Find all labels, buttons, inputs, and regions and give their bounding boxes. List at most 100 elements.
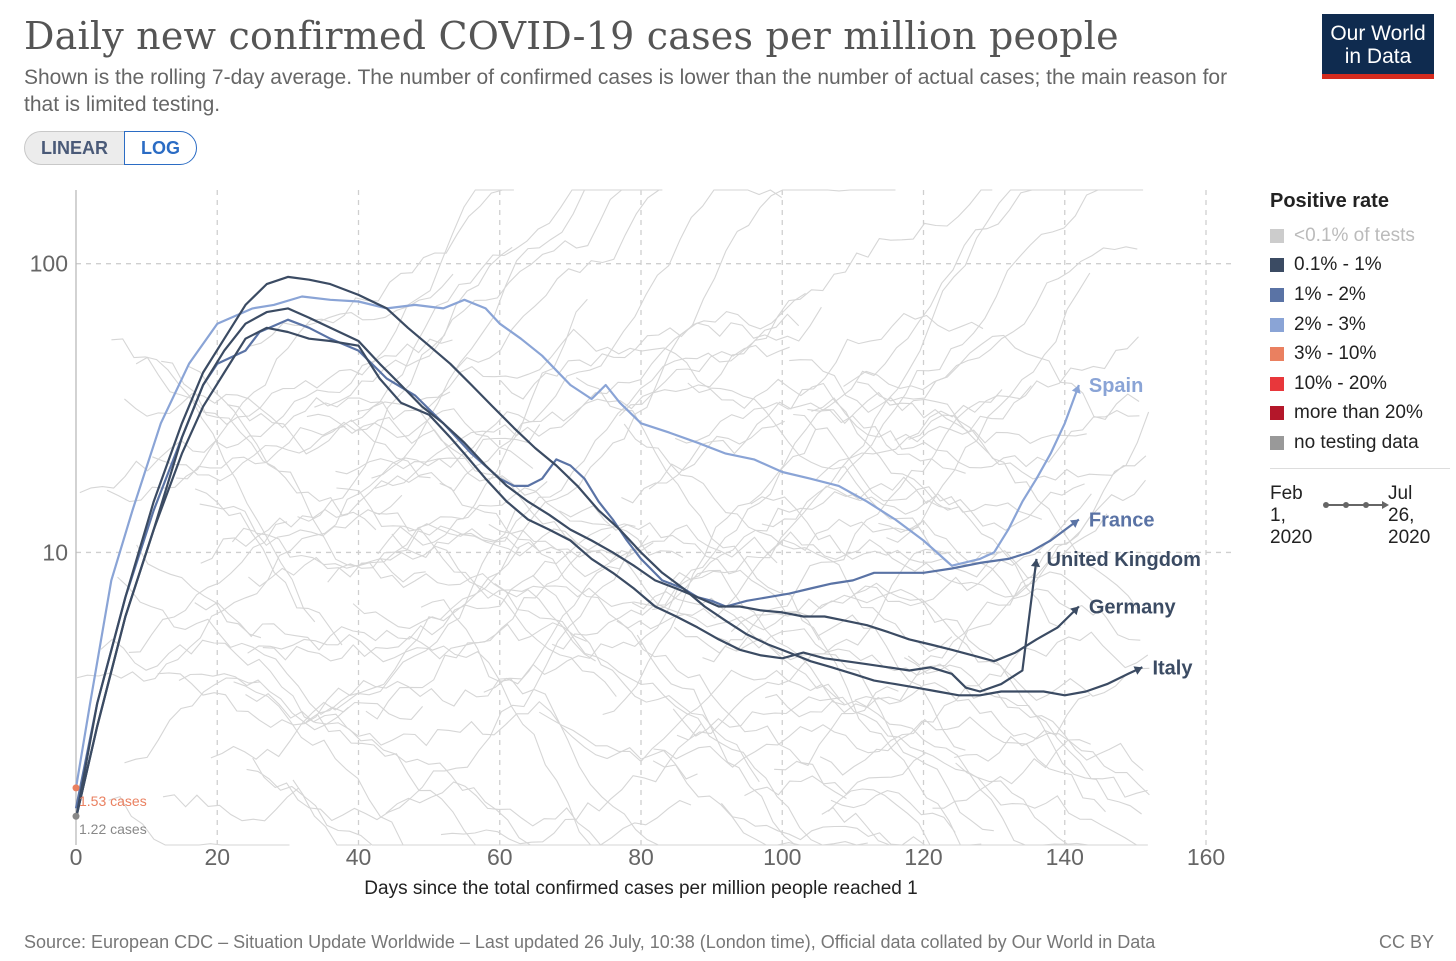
background-country-line — [226, 404, 431, 479]
background-country-line — [816, 385, 1032, 480]
background-country-line — [176, 425, 346, 480]
background-country-line — [843, 246, 1138, 391]
background-country-line — [674, 336, 1139, 444]
time-from-label: Feb 1, 2020 — [1270, 482, 1313, 548]
logo-line-1: Our World — [1330, 22, 1426, 45]
background-country-line — [108, 795, 290, 846]
x-tick-label: 40 — [346, 844, 372, 870]
series-line-france — [74, 318, 1080, 809]
legend-item[interactable]: 1% - 2% — [1270, 280, 1450, 310]
background-country-line — [335, 306, 822, 475]
x-tick-label: 80 — [628, 844, 654, 870]
chart-subtitle: Shown is the rolling 7-day average. The … — [24, 66, 1228, 116]
gridlines — [75, 190, 1232, 845]
x-axis-title: Days since the total confirmed cases per… — [364, 878, 918, 899]
background-country-line — [767, 513, 1108, 598]
background-country-line — [246, 768, 371, 846]
series-end-arrow — [1069, 519, 1079, 528]
background-country-line — [575, 377, 1029, 846]
background-country-line — [616, 493, 1092, 631]
x-tick-label: 100 — [763, 844, 801, 870]
background-country-line — [377, 480, 548, 555]
background-country-line — [157, 547, 520, 729]
background-country-line — [819, 631, 1149, 776]
background-country-line — [188, 366, 596, 662]
license-link[interactable]: CC BY — [1378, 932, 1434, 952]
background-country-line — [199, 503, 426, 583]
legend-item[interactable]: more than 20% — [1270, 399, 1450, 429]
background-country-line — [878, 520, 1105, 616]
y-tick-label: 100 — [30, 251, 68, 277]
background-country-line — [886, 272, 1091, 543]
background-country-line — [321, 416, 684, 558]
background-country-line — [653, 716, 1106, 813]
legend-title: Positive rate — [1270, 190, 1389, 212]
legend-swatch — [1270, 287, 1284, 302]
series-label: Spain — [1089, 375, 1143, 397]
background-country-line — [178, 673, 349, 731]
background-country-line — [106, 189, 514, 503]
background-country-line — [955, 762, 1148, 846]
background-country-line — [385, 781, 692, 846]
background-country-line — [715, 636, 840, 700]
series-line-spain — [74, 295, 1080, 789]
series-end-arrow — [1030, 558, 1041, 568]
background-country-line — [231, 494, 403, 547]
background-country-line — [350, 401, 612, 551]
axis-ticks: 0 20 40 60 80 100 120 140 160 10 100 — [30, 251, 1226, 870]
background-country-line — [135, 338, 453, 426]
legend-item[interactable]: 10% - 20% — [1270, 369, 1450, 399]
legend-label: 1% - 2% — [1294, 283, 1366, 305]
background-country-line — [789, 359, 1140, 613]
background-country-line — [128, 521, 288, 653]
background-country-line — [854, 411, 1150, 702]
background-country-line — [439, 482, 847, 799]
legend-item[interactable]: 0.1% - 1% — [1270, 251, 1450, 281]
start-point-marker — [72, 784, 80, 792]
legend-swatch — [1270, 376, 1284, 391]
background-country-line — [318, 429, 817, 714]
highlighted-series — [74, 275, 1143, 819]
legend-label: 0.1% - 1% — [1294, 254, 1382, 276]
legend: Positive rate <0.1% of tests 0.1% - 1% 1% … — [1270, 190, 1450, 548]
background-country-line — [807, 408, 966, 474]
legend-swatch — [1270, 435, 1284, 450]
legend-swatch — [1270, 347, 1284, 362]
x-tick-label: 0 — [70, 844, 83, 870]
time-to-label: Jul 26, 2020 — [1388, 482, 1431, 548]
background-country-line — [932, 739, 1091, 809]
background-country-line — [532, 485, 951, 608]
legend-swatch — [1270, 228, 1284, 243]
background-country-line — [488, 518, 919, 619]
series-label: United Kingdom — [1047, 549, 1201, 571]
linear-scale-button[interactable]: LINEAR — [24, 131, 124, 165]
x-tick-label: 120 — [904, 844, 942, 870]
legend-item[interactable]: <0.1% of tests — [1270, 221, 1450, 251]
x-tick-label: 20 — [204, 844, 230, 870]
owid-logo[interactable]: Our World in Data — [1322, 14, 1434, 79]
chart-title: Daily new confirmed COVID-19 cases per m… — [24, 14, 1119, 58]
series-end-arrow — [1133, 666, 1143, 675]
start-annotation: 1.53 cases — [79, 793, 147, 809]
background-country-line — [811, 393, 1140, 469]
time-range-slider[interactable]: Feb 1, 2020 Jul 26, 2020 — [1270, 483, 1450, 548]
background-country-line — [894, 425, 1087, 445]
background-country-line — [500, 292, 806, 400]
background-country-line — [194, 488, 343, 646]
series-label: Italy — [1152, 657, 1193, 679]
background-country-line — [623, 423, 953, 653]
background-country-line — [194, 523, 636, 651]
legend-item[interactable]: 3% - 10% — [1270, 339, 1450, 369]
y-tick-label: 10 — [42, 539, 68, 565]
series-end-arrow — [1070, 606, 1079, 616]
series-line-germany — [74, 307, 1080, 819]
legend-item[interactable]: no testing data — [1270, 428, 1450, 458]
log-scale-button[interactable]: LOG — [124, 131, 197, 165]
legend-item[interactable]: 2% - 3% — [1270, 310, 1450, 340]
background-country-line — [378, 545, 617, 697]
series-labels: Spain France United Kingdom Germany Italy — [1047, 375, 1201, 679]
background-country-line — [904, 657, 1142, 815]
background-country-line — [673, 389, 1003, 654]
background-country-line — [371, 344, 790, 479]
x-tick-label: 160 — [1187, 844, 1225, 870]
